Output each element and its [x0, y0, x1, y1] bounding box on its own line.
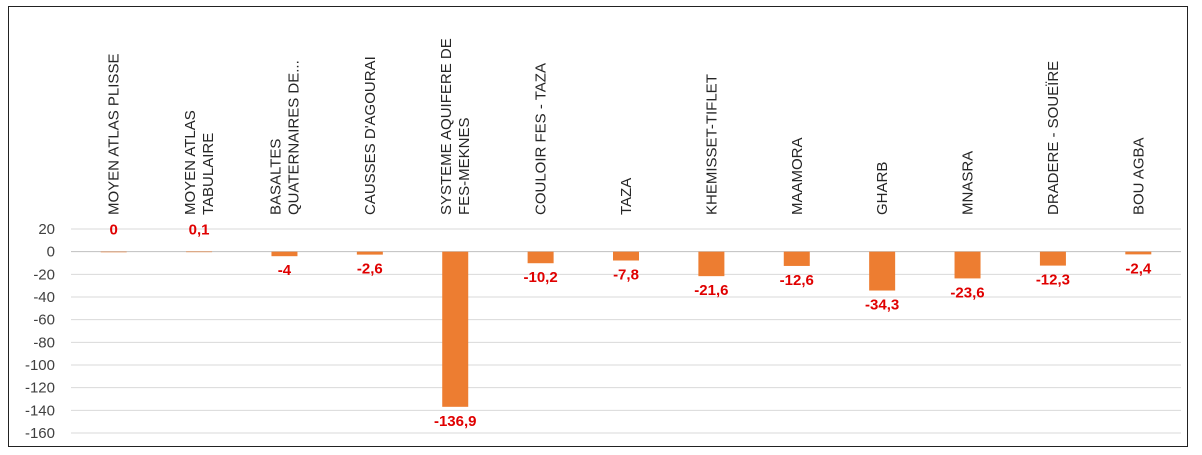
category-label-line: COULOIR FES - TAZA [533, 63, 550, 215]
category-label: MOYEN ATLAS PLISSE [106, 54, 123, 215]
bar-layer [100, 251, 1152, 407]
y-tick-label: -60 [33, 312, 55, 329]
category-label: MNASRA [960, 151, 977, 215]
category-label-line: FES-MEKNES [456, 117, 473, 215]
y-tick-label: 20 [38, 221, 55, 238]
category-labels: MOYEN ATLAS PLISSE MOYEN ATLAS TABULAIRE BA… [106, 38, 1148, 215]
data-label: -12,6 [780, 272, 814, 289]
category-label: BASALTES QUATERNAIRES DE... [267, 60, 302, 215]
category-label-line: TAZA [618, 178, 635, 215]
category-label: KHEMISSET-TIFLET [703, 74, 720, 215]
data-label: 0,1 [189, 222, 210, 239]
bar [1039, 251, 1066, 266]
data-label: -21,6 [694, 282, 728, 299]
category-label-line: DRADERE - SOUEÏRE [1045, 61, 1062, 215]
bar [954, 251, 981, 279]
data-labels: 0 0,1 -4 -2,6 -136,9 -10,2 -7,8 -21,6 -12,6 -34,3… [110, 222, 1152, 430]
category-label-line: BASALTES [267, 139, 284, 215]
bar-chart: 200-20-40-60-80-100-120-140-160 MOYEN AT… [25, 38, 1181, 442]
data-label: -10,2 [524, 269, 558, 286]
category-label-line: MAAMORA [789, 137, 806, 215]
category-label-line: TABULAIRE [200, 133, 217, 215]
data-label: -12,3 [1036, 272, 1070, 289]
category-label: MAAMORA [789, 137, 806, 215]
bar [1125, 251, 1152, 255]
category-label: GHARB [874, 162, 891, 215]
category-label-line: CAUSSES D'AGOURAI [362, 56, 379, 215]
bar [527, 251, 554, 264]
category-label: TAZA [618, 178, 635, 215]
data-label: 0 [110, 222, 118, 239]
bar [698, 251, 725, 277]
category-label-line: SYSTEME AQUIFERE DE [438, 38, 455, 215]
y-tick-label: -140 [25, 402, 55, 419]
category-label-line: MOYEN ATLAS PLISSE [106, 54, 123, 215]
bar [271, 251, 298, 257]
category-label-line: MOYEN ATLAS [182, 110, 199, 215]
grid-layer [71, 228, 1181, 434]
category-label-line: BOU AGBA [1130, 137, 1147, 215]
data-label: -23,6 [950, 284, 984, 301]
bar [783, 251, 810, 266]
data-label: -4 [278, 262, 292, 279]
data-label: -136,9 [434, 413, 477, 430]
bar [869, 251, 896, 291]
y-tick-label: -100 [25, 357, 55, 374]
category-label: BOU AGBA [1130, 137, 1147, 215]
data-label: -2,6 [357, 261, 383, 278]
data-label: -7,8 [613, 267, 639, 284]
bar [186, 251, 213, 253]
category-label: SYSTEME AQUIFERE DE FES-MEKNES [438, 38, 473, 215]
y-axis-ticks: 20 0 -20 -40 -60 -80 -100 -120 -140 -160 [25, 221, 55, 442]
bar [613, 251, 639, 261]
y-tick-label: -80 [33, 334, 55, 351]
y-tick-label: -160 [25, 425, 55, 442]
category-label: MOYEN ATLAS TABULAIRE [182, 110, 217, 215]
category-label-line: MNASRA [960, 151, 977, 215]
category-label-line: QUATERNAIRES DE... [285, 60, 302, 215]
category-label: DRADERE - SOUEÏRE [1045, 61, 1062, 215]
y-tick-label: 0 [47, 244, 55, 261]
y-tick-label: -40 [33, 289, 55, 306]
bar [442, 251, 469, 407]
y-tick-label: -20 [33, 266, 55, 283]
data-label: -2,4 [1125, 260, 1152, 277]
chart-frame: 20 0 -20 -40 -60 -80 -100 -120 -140 -160 MOYEN AT… [8, 6, 1188, 447]
bar [356, 251, 383, 255]
data-label: -34,3 [865, 297, 899, 314]
category-label-line: GHARB [874, 162, 891, 215]
bar [100, 251, 127, 253]
category-label: COULOIR FES - TAZA [533, 63, 550, 215]
y-tick-label: -120 [25, 380, 55, 397]
category-label: CAUSSES D'AGOURAI [362, 56, 379, 215]
category-label-line: KHEMISSET-TIFLET [703, 74, 720, 215]
